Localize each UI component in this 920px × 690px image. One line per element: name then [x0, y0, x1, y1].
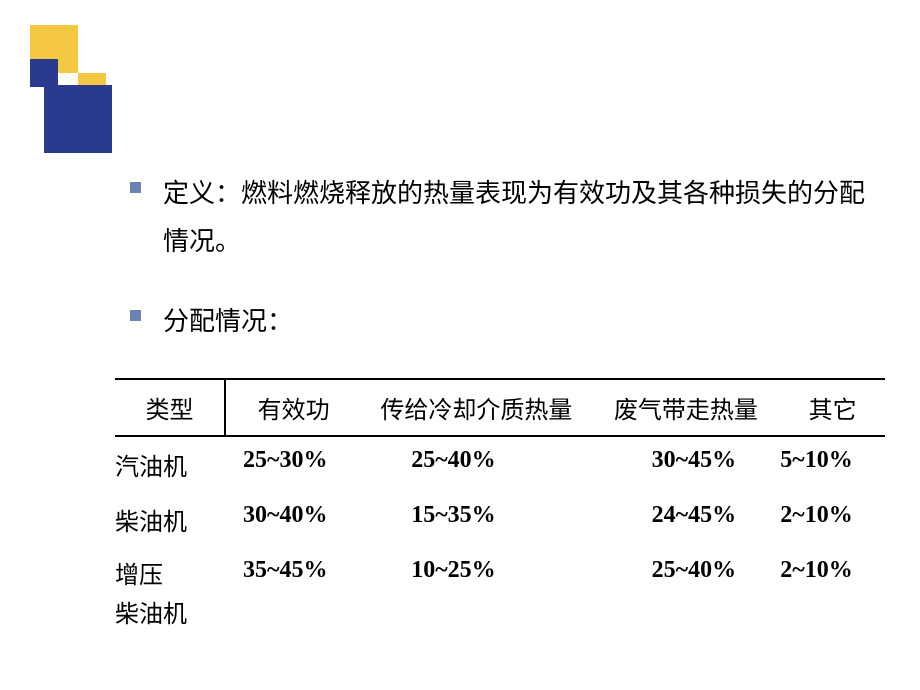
cell-value: 2~10%: [780, 547, 885, 640]
cell-value: 30~45%: [592, 436, 781, 492]
cell-value: 30~40%: [225, 492, 361, 547]
bullet-marker-icon: [130, 182, 141, 193]
slide-content: 定义：燃料燃烧释放的热量表现为有效功及其各种损失的分配情况。 分配情况： 类型 …: [130, 170, 880, 640]
cell-value: 25~40%: [361, 436, 591, 492]
table-header-row: 类型 有效功 传给冷却介质热量 废气带走热量 其它: [115, 379, 885, 436]
row-label: 增压柴油机: [115, 547, 225, 640]
cell-value: 5~10%: [780, 436, 885, 492]
bullet-text: 分配情况：: [163, 298, 293, 346]
bullet-item-definition: 定义：燃料燃烧释放的热量表现为有效功及其各种损失的分配情况。: [130, 170, 880, 266]
cell-value: 2~10%: [780, 492, 885, 547]
cell-value: 25~40%: [592, 547, 781, 640]
bullet-text: 定义：燃料燃烧释放的热量表现为有效功及其各种损失的分配情况。: [163, 170, 880, 266]
col-header-cooling: 传给冷却介质热量: [361, 379, 591, 436]
table-row: 增压柴油机 35~45% 10~25% 25~40% 2~10%: [115, 547, 885, 640]
deco-square-navy-small: [30, 59, 58, 87]
col-header-effective: 有效功: [225, 379, 361, 436]
heat-distribution-table: 类型 有效功 传给冷却介质热量 废气带走热量 其它 汽油机 25~30% 25~…: [115, 378, 885, 640]
cell-value: 24~45%: [592, 492, 781, 547]
col-header-exhaust: 废气带走热量: [592, 379, 781, 436]
bullet-marker-icon: [130, 310, 141, 321]
deco-square-navy-large: [44, 85, 112, 153]
bullet-item-distribution: 分配情况：: [130, 298, 880, 346]
col-header-type: 类型: [115, 379, 225, 436]
cell-value: 15~35%: [361, 492, 591, 547]
table-row: 柴油机 30~40% 15~35% 24~45% 2~10%: [115, 492, 885, 547]
col-header-other: 其它: [780, 379, 885, 436]
cell-value: 35~45%: [225, 547, 361, 640]
cell-value: 25~30%: [225, 436, 361, 492]
cell-value: 10~25%: [361, 547, 591, 640]
row-label: 柴油机: [115, 492, 225, 547]
row-label: 汽油机: [115, 436, 225, 492]
table-row: 汽油机 25~30% 25~40% 30~45% 5~10%: [115, 436, 885, 492]
heat-distribution-table-wrapper: 类型 有效功 传给冷却介质热量 废气带走热量 其它 汽油机 25~30% 25~…: [115, 378, 880, 640]
